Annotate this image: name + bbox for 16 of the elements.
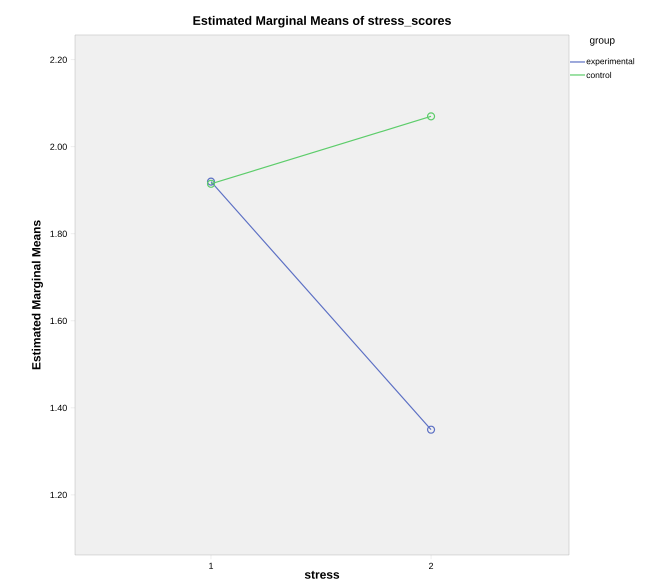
y-tick-label: 1.80 <box>50 230 67 238</box>
y-tick-label: 2.20 <box>50 56 67 63</box>
y-tick-label: 1.60 <box>50 318 67 324</box>
y-axis-title: Estimated Marginal Means <box>32 220 43 370</box>
x-tick-label: 2 <box>429 562 434 570</box>
legend-title: group <box>590 38 615 46</box>
x-tick-label: 1 <box>209 562 214 569</box>
y-tick-label: 2.00 <box>50 144 67 150</box>
point <box>426 112 436 120</box>
y-tick-label: 1.40 <box>50 404 67 412</box>
point <box>426 426 436 434</box>
x-axis-title: stress <box>304 570 340 579</box>
y-tick-label: 1.20 <box>50 492 67 498</box>
legend-label: experimental <box>586 58 634 66</box>
legend-label: control <box>586 72 612 78</box>
chart-title: Estimated Marginal Means of stress_scores <box>193 16 451 28</box>
